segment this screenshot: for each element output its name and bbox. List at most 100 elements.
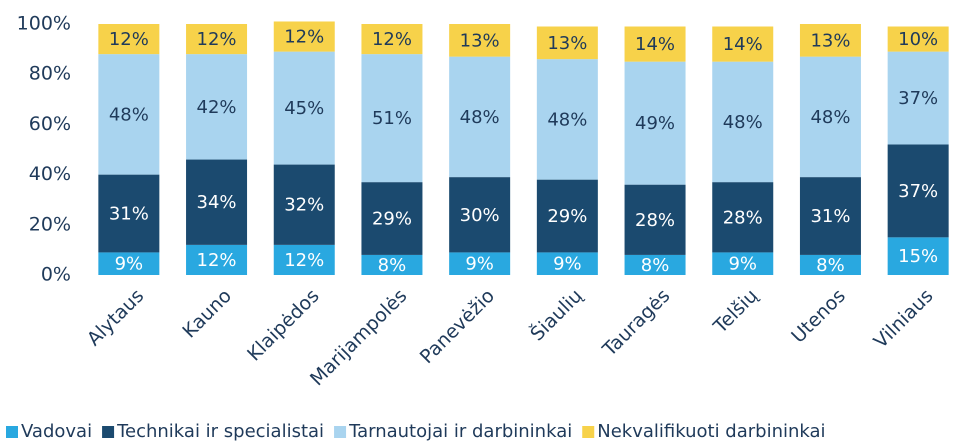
x-tick-label: Šiaulių bbox=[525, 283, 587, 345]
value-label: 13% bbox=[810, 30, 850, 51]
legend-swatch bbox=[334, 426, 347, 438]
bar-segment bbox=[887, 237, 949, 275]
bar-segment bbox=[98, 24, 160, 55]
value-label: 48% bbox=[723, 112, 763, 133]
bar-segment bbox=[712, 26, 774, 62]
value-label: 9% bbox=[465, 254, 494, 275]
x-tick-label: Alytaus bbox=[83, 285, 148, 350]
x-tick-label: Telšių bbox=[709, 285, 762, 338]
legend-swatch bbox=[102, 426, 115, 438]
bar-segment bbox=[449, 252, 511, 275]
bar-segment bbox=[887, 26, 949, 52]
value-label: 28% bbox=[723, 207, 763, 228]
value-label: 51% bbox=[372, 108, 412, 129]
value-label: 14% bbox=[635, 34, 675, 55]
bar-segment bbox=[799, 177, 861, 255]
value-label: 12% bbox=[197, 29, 237, 50]
bar-segment bbox=[887, 144, 949, 238]
value-label: 48% bbox=[109, 104, 149, 125]
x-tick-label: Tauragės bbox=[598, 285, 675, 362]
y-tick-label: 20% bbox=[29, 213, 71, 235]
value-label: 12% bbox=[197, 250, 237, 271]
value-label: 9% bbox=[553, 254, 582, 275]
value-label: 10% bbox=[898, 29, 938, 50]
bar-segment bbox=[98, 174, 160, 253]
value-label: 45% bbox=[284, 98, 324, 119]
bar-segment bbox=[624, 61, 686, 185]
bar-segment bbox=[361, 24, 423, 55]
bar-segment bbox=[449, 177, 511, 253]
value-label: 12% bbox=[109, 29, 149, 50]
bar-segment bbox=[98, 54, 160, 175]
y-tick-label: 60% bbox=[29, 113, 71, 135]
value-label: 30% bbox=[460, 205, 500, 226]
bar-segment bbox=[536, 179, 598, 253]
x-tick-label: Vilniaus bbox=[870, 285, 938, 353]
bar-segment bbox=[449, 24, 511, 57]
bar-segment bbox=[536, 59, 598, 180]
value-label: 29% bbox=[372, 209, 412, 230]
value-label: 49% bbox=[635, 113, 675, 134]
bar-segment bbox=[273, 21, 335, 52]
value-label: 31% bbox=[109, 204, 149, 225]
value-label: 42% bbox=[197, 97, 237, 118]
value-label: 9% bbox=[728, 254, 757, 275]
value-label: 14% bbox=[723, 34, 763, 55]
value-label: 32% bbox=[284, 195, 324, 216]
value-label: 34% bbox=[197, 192, 237, 213]
bar-segment bbox=[712, 252, 774, 275]
value-label: 29% bbox=[547, 206, 587, 227]
bar-segment bbox=[799, 254, 861, 275]
value-label: 37% bbox=[898, 181, 938, 202]
bar-segment bbox=[624, 26, 686, 62]
legend-label: Technikai ir specialistai bbox=[116, 421, 324, 442]
bar-segment bbox=[712, 61, 774, 183]
legend-label: Vadovai bbox=[21, 421, 92, 442]
bar-segment bbox=[887, 51, 949, 145]
bar-segment bbox=[624, 184, 686, 255]
bar-segment bbox=[712, 182, 774, 253]
bar-segment bbox=[273, 164, 335, 245]
value-label: 12% bbox=[372, 29, 412, 50]
value-label: 8% bbox=[816, 255, 845, 276]
value-label: 28% bbox=[635, 210, 675, 231]
value-label: 15% bbox=[898, 246, 938, 267]
bar-segment bbox=[273, 51, 335, 165]
value-label: 12% bbox=[284, 250, 324, 271]
value-label: 37% bbox=[898, 88, 938, 109]
y-tick-label: 0% bbox=[41, 264, 71, 286]
legend-label: Tarnautojai ir darbininkai bbox=[348, 421, 572, 442]
bar-segment bbox=[186, 244, 248, 275]
value-label: 8% bbox=[641, 255, 670, 276]
value-label: 48% bbox=[547, 109, 587, 130]
bar-segment bbox=[186, 24, 248, 55]
x-tick-label: Kauno bbox=[178, 285, 236, 343]
y-tick-label: 40% bbox=[29, 163, 71, 185]
legend-label: Nekvalifikuoti darbininkai bbox=[597, 421, 825, 442]
value-label: 8% bbox=[378, 255, 407, 276]
value-label: 13% bbox=[547, 33, 587, 54]
bar-segment bbox=[361, 254, 423, 275]
value-label: 48% bbox=[460, 107, 500, 128]
bar-segment bbox=[361, 182, 423, 255]
y-tick-label: 100% bbox=[17, 13, 71, 35]
bar-segment bbox=[799, 56, 861, 178]
bar-segment bbox=[273, 244, 335, 275]
value-label: 31% bbox=[810, 206, 850, 227]
x-tick-label: Panevėžio bbox=[416, 285, 499, 368]
x-tick-label: Utenos bbox=[787, 285, 850, 348]
legend-swatch bbox=[582, 426, 595, 438]
value-label: 13% bbox=[460, 30, 500, 51]
bar-segment bbox=[536, 26, 598, 60]
bar-segment bbox=[449, 56, 511, 178]
y-tick-label: 80% bbox=[29, 63, 71, 85]
bar-segment bbox=[98, 252, 160, 275]
bar-segment bbox=[624, 254, 686, 275]
bar-segment bbox=[799, 24, 861, 57]
value-label: 48% bbox=[810, 107, 850, 128]
value-label: 12% bbox=[284, 27, 324, 48]
bar-segment bbox=[536, 252, 598, 275]
bar-segment bbox=[186, 159, 248, 245]
value-label: 9% bbox=[115, 254, 144, 275]
